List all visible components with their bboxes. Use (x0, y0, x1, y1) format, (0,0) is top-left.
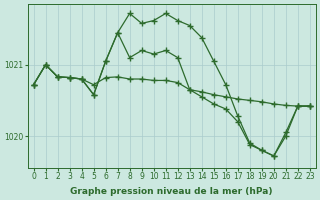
X-axis label: Graphe pression niveau de la mer (hPa): Graphe pression niveau de la mer (hPa) (70, 187, 273, 196)
